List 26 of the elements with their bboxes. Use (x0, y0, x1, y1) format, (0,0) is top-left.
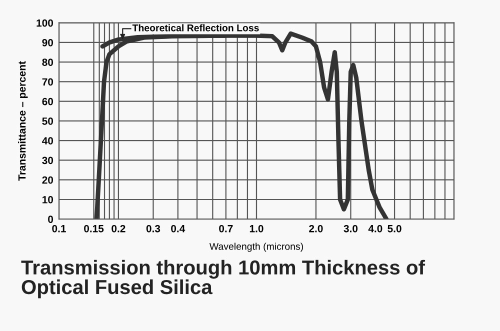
y-tick-label: 60 (42, 98, 54, 106)
y-tick-label: 80 (42, 58, 54, 66)
x-tick-label: 0.4 (171, 224, 186, 232)
text: Transmission through 10mm Thickness of Optical Fused Silica (21, 260, 426, 298)
x-tick-label: 0.15 (84, 224, 104, 232)
x-tick-label: 4.0 (368, 224, 382, 232)
x-tick-label: 5.0 (388, 224, 402, 232)
x-tick-label: 0.3 (146, 224, 160, 232)
y-tick-label: 50 (42, 117, 54, 125)
x-axis-title: Wavelength (microns) (209, 242, 303, 252)
y-tick-label: 20 (42, 176, 54, 184)
y-tick-label: 0 (48, 216, 54, 223)
x-tick-label: 1.0 (250, 224, 264, 232)
annotation: Theoretical Reflection Loss (132, 24, 259, 32)
x-tick-label: 3.0 (344, 224, 358, 232)
x-tick-label: 0.1 (52, 224, 66, 232)
y-tick-label: 10 (42, 196, 54, 204)
x-tick-label: 0.7 (219, 224, 233, 232)
x-tick-label: 0.2 (112, 224, 126, 232)
x-tick-label: 2.0 (309, 224, 323, 232)
y-tick-label: 100 (36, 19, 54, 27)
y-tick-label: 90 (42, 38, 54, 46)
y-tick-label: 30 (42, 156, 54, 164)
y-axis-title: Transmittance – percent (18, 61, 28, 181)
y-tick-label: 70 (42, 78, 54, 86)
y-tick-label: 40 (42, 137, 54, 144)
